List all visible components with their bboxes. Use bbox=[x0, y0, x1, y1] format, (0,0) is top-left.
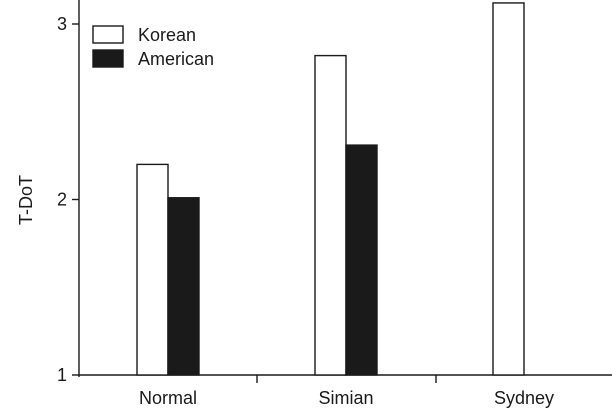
x-tick-label: Normal bbox=[139, 388, 197, 408]
bars bbox=[136, 2, 525, 376]
legend-label: Korean bbox=[138, 25, 196, 45]
y-tick-label: 3 bbox=[57, 14, 67, 34]
legend-swatch bbox=[92, 25, 124, 44]
legend: Korean American bbox=[92, 25, 214, 69]
bar-american-simian bbox=[345, 144, 378, 376]
y-tick-label: 1 bbox=[57, 365, 67, 385]
bar-american-normal bbox=[167, 197, 200, 376]
x-tick-label: Sydney bbox=[494, 388, 554, 408]
bar-korean-normal bbox=[136, 163, 169, 376]
legend-label: American bbox=[138, 49, 214, 69]
bar-korean-simian bbox=[314, 54, 347, 376]
x-tick-label: Simian bbox=[318, 388, 373, 408]
y-axis-title: T-DoT bbox=[16, 175, 36, 225]
ticks: 1 2 3 Normal Simian Sydney bbox=[57, 14, 554, 408]
legend-swatch bbox=[92, 49, 124, 68]
y-tick-label: 2 bbox=[57, 190, 67, 210]
bar-korean-sydney bbox=[492, 2, 525, 376]
